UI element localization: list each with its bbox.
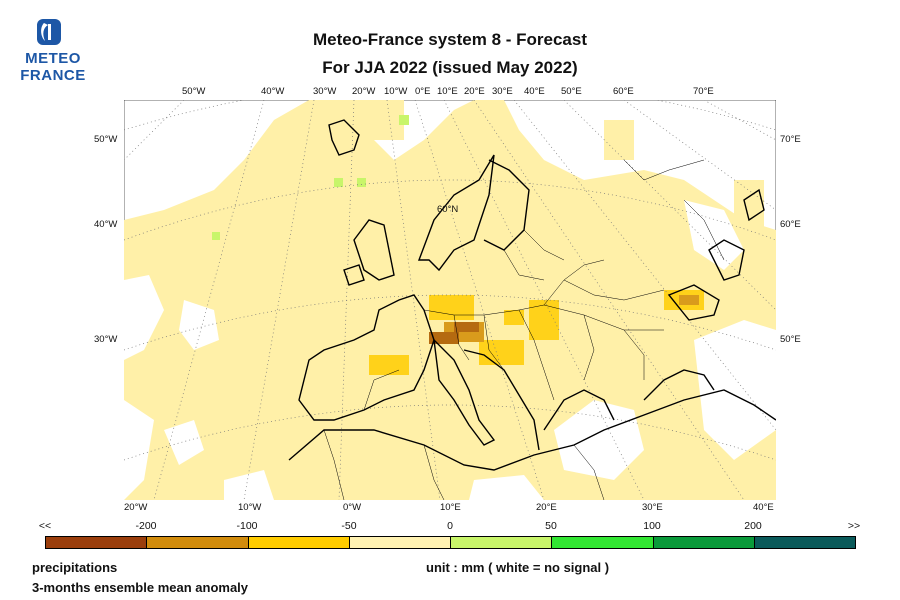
top-lon-label: 20°W xyxy=(352,86,376,97)
top-lon-label: 10°W xyxy=(384,86,408,97)
top-lon-label: 60°E xyxy=(613,86,634,97)
colorbar-tick: 200 xyxy=(744,520,762,532)
top-lon-label: 50°E xyxy=(561,86,582,97)
colorbar-tick: -100 xyxy=(236,520,258,532)
top-lon-label: 10°E xyxy=(437,86,458,97)
colorbar-tick: >> xyxy=(847,520,861,532)
right-grid-label: 70°E xyxy=(780,134,801,145)
forecast-map-canvas: 60°N xyxy=(123,79,777,501)
bottom-lon-label: 10°E xyxy=(440,502,461,513)
bottom-lon-label: 10°W xyxy=(238,502,262,513)
colorbar-segment xyxy=(46,537,148,548)
top-lon-label: 50°W xyxy=(182,86,206,97)
colorbar-segment xyxy=(653,537,755,548)
forecast-map: 60°N xyxy=(123,79,777,501)
variable-label: precipitations xyxy=(32,560,118,575)
logo-text-meteo: METEO xyxy=(25,50,81,67)
top-lon-label: 30°E xyxy=(492,86,513,97)
anomaly-dark-orange-region xyxy=(429,322,479,344)
colorbar-tick: 100 xyxy=(643,520,661,532)
logo-text-france: FRANCE xyxy=(20,67,86,84)
meteo-france-logo: METEO FRANCE xyxy=(14,14,86,86)
right-grid-label: 50°E xyxy=(780,334,801,345)
left-grid-label: 40°W xyxy=(94,219,118,230)
left-grid-label: 50°W xyxy=(94,134,118,145)
colorbar-segment xyxy=(147,537,249,548)
colorbar-tick: 50 xyxy=(545,520,557,532)
bottom-lon-label: 20°E xyxy=(536,502,557,513)
description-label: 3-months ensemble mean anomaly xyxy=(32,580,249,595)
right-grid-label: 60°E xyxy=(780,219,801,230)
bottom-lon-label: 40°E xyxy=(753,502,774,513)
colorbar-segment xyxy=(552,537,654,548)
colorbar-tick: -200 xyxy=(135,520,157,532)
bottom-lon-label: 30°E xyxy=(642,502,663,513)
top-lon-label: 40°W xyxy=(261,86,285,97)
anomaly-light-green-cells xyxy=(212,115,409,240)
colorbar xyxy=(45,536,856,549)
colorbar-segment xyxy=(349,537,451,548)
colorbar-tick: -50 xyxy=(341,520,357,532)
colorbar-segment xyxy=(248,537,350,548)
country-borders xyxy=(323,159,725,501)
graticule xyxy=(123,79,777,501)
meteo-france-logo-mark-icon xyxy=(37,19,61,45)
colorbar-segment xyxy=(451,537,553,548)
top-lon-label: 0°E xyxy=(415,86,431,97)
colorbar-segment xyxy=(754,537,855,548)
top-lon-label: 20°E xyxy=(464,86,485,97)
parallel-label-60n: 60°N xyxy=(437,204,458,215)
colorbar-tick: << xyxy=(38,520,52,532)
left-grid-label: 30°W xyxy=(94,334,118,345)
map-subtitle: For JJA 2022 (issued May 2022) xyxy=(322,58,578,77)
bottom-lon-label: 20°W xyxy=(124,502,148,513)
colorbar-tick: 0 xyxy=(447,520,453,532)
coastlines xyxy=(288,119,777,471)
top-lon-label: 70°E xyxy=(693,86,714,97)
map-title: Meteo-France system 8 - Forecast xyxy=(313,30,587,49)
unit-label: unit : mm ( white = no signal ) xyxy=(426,560,610,575)
top-lon-label: 40°E xyxy=(524,86,545,97)
bottom-lon-label: 0°W xyxy=(343,502,362,513)
top-lon-label: 30°W xyxy=(313,86,337,97)
